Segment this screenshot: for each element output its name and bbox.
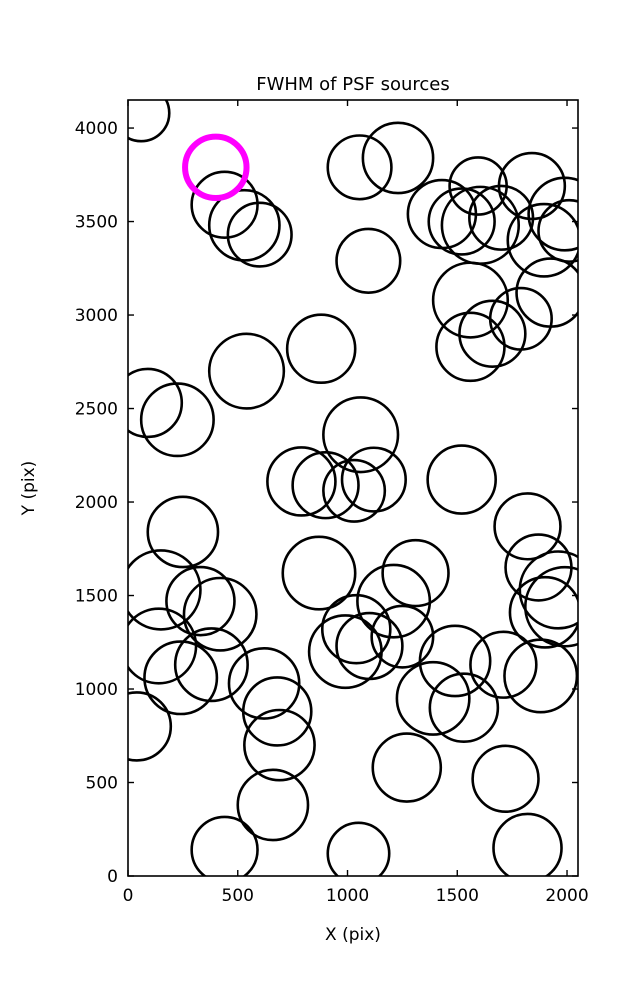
psf-source-marker <box>266 446 337 517</box>
y-tick-label: 4000 <box>75 119 118 139</box>
psf-source-marker <box>128 549 202 631</box>
psf-source-marker <box>503 638 578 714</box>
psf-source-marker <box>128 367 184 439</box>
psf-source-marker <box>322 396 400 474</box>
psf-source-marker <box>326 821 391 876</box>
psf-source-marker <box>335 227 402 294</box>
psf-source-marker <box>139 382 215 458</box>
psf-source-marker <box>307 614 383 690</box>
psf-source-marker <box>146 495 220 569</box>
psf-source-marker <box>435 311 506 383</box>
psf-source-marker <box>322 458 387 523</box>
psf-source-marker <box>518 550 578 630</box>
psf-source-marker <box>281 535 357 611</box>
psf-source-marker <box>128 100 171 143</box>
y-tick-label: 3500 <box>75 213 118 233</box>
psf-source-marker <box>226 201 293 268</box>
psf-source-marker <box>128 691 173 762</box>
x-tick-label: 0 <box>123 886 134 906</box>
psf-source-marker <box>428 672 500 744</box>
psf-source-marker <box>406 178 478 250</box>
x-tick-label: 1500 <box>436 886 479 906</box>
psf-source-marker <box>143 640 219 716</box>
psf-source-marker <box>207 188 281 262</box>
psf-source-marker <box>326 134 393 201</box>
psf-source-marker <box>190 170 259 239</box>
psf-source-marker <box>361 121 435 195</box>
psf-source-circles <box>128 100 578 876</box>
psf-source-marker <box>370 604 435 669</box>
y-axis-label: Y (pix) <box>19 461 39 517</box>
psf-source-marker <box>182 576 258 652</box>
psf-source-marker <box>506 202 578 278</box>
y-tick-label: 2500 <box>75 400 118 420</box>
psf-source-marker <box>243 708 316 782</box>
y-axis-ticks: 0 500 1000 1500 2000 2500 3000 3500 4000 <box>75 119 578 887</box>
axes-layer: 0 500 1000 1500 2000 0 500 1000 1500 2000 2500 300… <box>75 99 589 906</box>
psf-source-marker <box>320 593 392 665</box>
psf-source-marker <box>426 444 497 515</box>
psf-source-marker <box>173 627 249 703</box>
psf-source-marker <box>236 768 310 842</box>
psf-source-marker <box>492 812 563 876</box>
psf-source-marker <box>493 492 562 561</box>
axes-frame <box>127 99 579 877</box>
psf-source-marker <box>471 744 540 814</box>
selected-source-marker <box>182 133 250 202</box>
x-axis-ticks: 0 500 1000 1500 2000 <box>123 100 589 906</box>
psf-source-marker <box>285 313 357 385</box>
y-tick-label: 500 <box>86 774 118 794</box>
psf-source-marker <box>356 563 432 639</box>
psf-source-marker <box>527 176 578 252</box>
data-points-layer <box>128 100 578 876</box>
psf-source-marker <box>227 646 301 720</box>
psf-source-marker <box>468 184 535 251</box>
y-tick-label: 1000 <box>75 680 118 700</box>
y-tick-label: 0 <box>107 867 118 887</box>
psf-source-marker <box>431 261 510 339</box>
psf-source-marker <box>395 660 471 736</box>
y-tick-label: 3000 <box>75 306 118 326</box>
psf-source-marker <box>371 732 443 803</box>
psf-source-marker <box>241 676 313 747</box>
y-tick-label: 1500 <box>75 587 118 607</box>
x-tick-label: 2000 <box>545 886 588 906</box>
psf-source-marker <box>537 198 578 263</box>
psf-source-marker <box>190 815 259 876</box>
psf-source-marker <box>165 565 236 637</box>
psf-source-marker <box>508 575 578 649</box>
psf-source-marker <box>291 450 360 520</box>
x-tick-label: 500 <box>222 886 254 906</box>
psf-source-marker <box>207 332 286 410</box>
selected-source-circle <box>182 133 250 202</box>
y-tick-label: 2000 <box>75 493 118 513</box>
psf-source-marker <box>340 446 407 513</box>
psf-source-marker <box>469 630 538 699</box>
x-axis-label: X (pix) <box>325 925 381 945</box>
psf-source-marker <box>488 286 553 351</box>
psf-source-marker <box>524 565 578 648</box>
psf-source-marker <box>381 538 450 608</box>
psf-source-marker <box>427 187 496 256</box>
x-tick-label: 1000 <box>326 886 369 906</box>
page-title: FWHM of PSF sources <box>256 74 450 95</box>
psf-source-marker <box>458 299 527 368</box>
